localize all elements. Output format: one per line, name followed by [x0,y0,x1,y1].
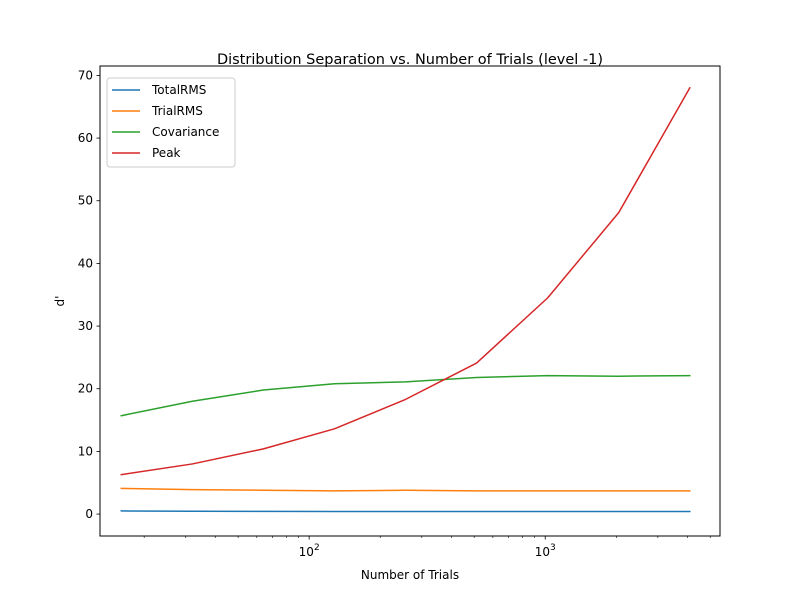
y-tick-label: 0 [85,507,93,521]
legend-label-peak: Peak [152,146,181,160]
y-tick-label: 70 [78,68,93,82]
y-tick-label: 10 [78,444,93,458]
legend: TotalRMS TrialRMS Covariance Peak [106,77,236,168]
legend-box [106,77,236,168]
y-tick-label: 60 [78,131,93,145]
axes-frame [99,65,721,537]
axis-ticks: 0 10 20 30 40 50 60 70 102 103 [78,68,711,559]
y-axis-label: d' [53,296,67,307]
chart-title: Distribution Separation vs. Number of Tr… [217,52,603,68]
x-tick-label: 103 [535,543,556,559]
x-tick-label: 102 [299,543,320,559]
series-line-trialrms [120,487,691,492]
y-tick-label: 30 [78,319,93,333]
series-line-covariance [120,374,691,417]
y-tick-label: 40 [78,256,93,270]
legend-label-trialrms: TrialRMS [151,104,203,118]
legend-label-totalrms: TotalRMS [151,83,206,97]
y-tick-label: 20 [78,382,93,396]
series-line-peak [120,86,691,476]
series-line-totalrms [120,510,691,513]
plot-area [120,86,691,513]
legend-label-covariance: Covariance [152,125,219,139]
y-tick-label: 50 [78,194,93,208]
x-axis-label: Number of Trials [361,568,459,582]
